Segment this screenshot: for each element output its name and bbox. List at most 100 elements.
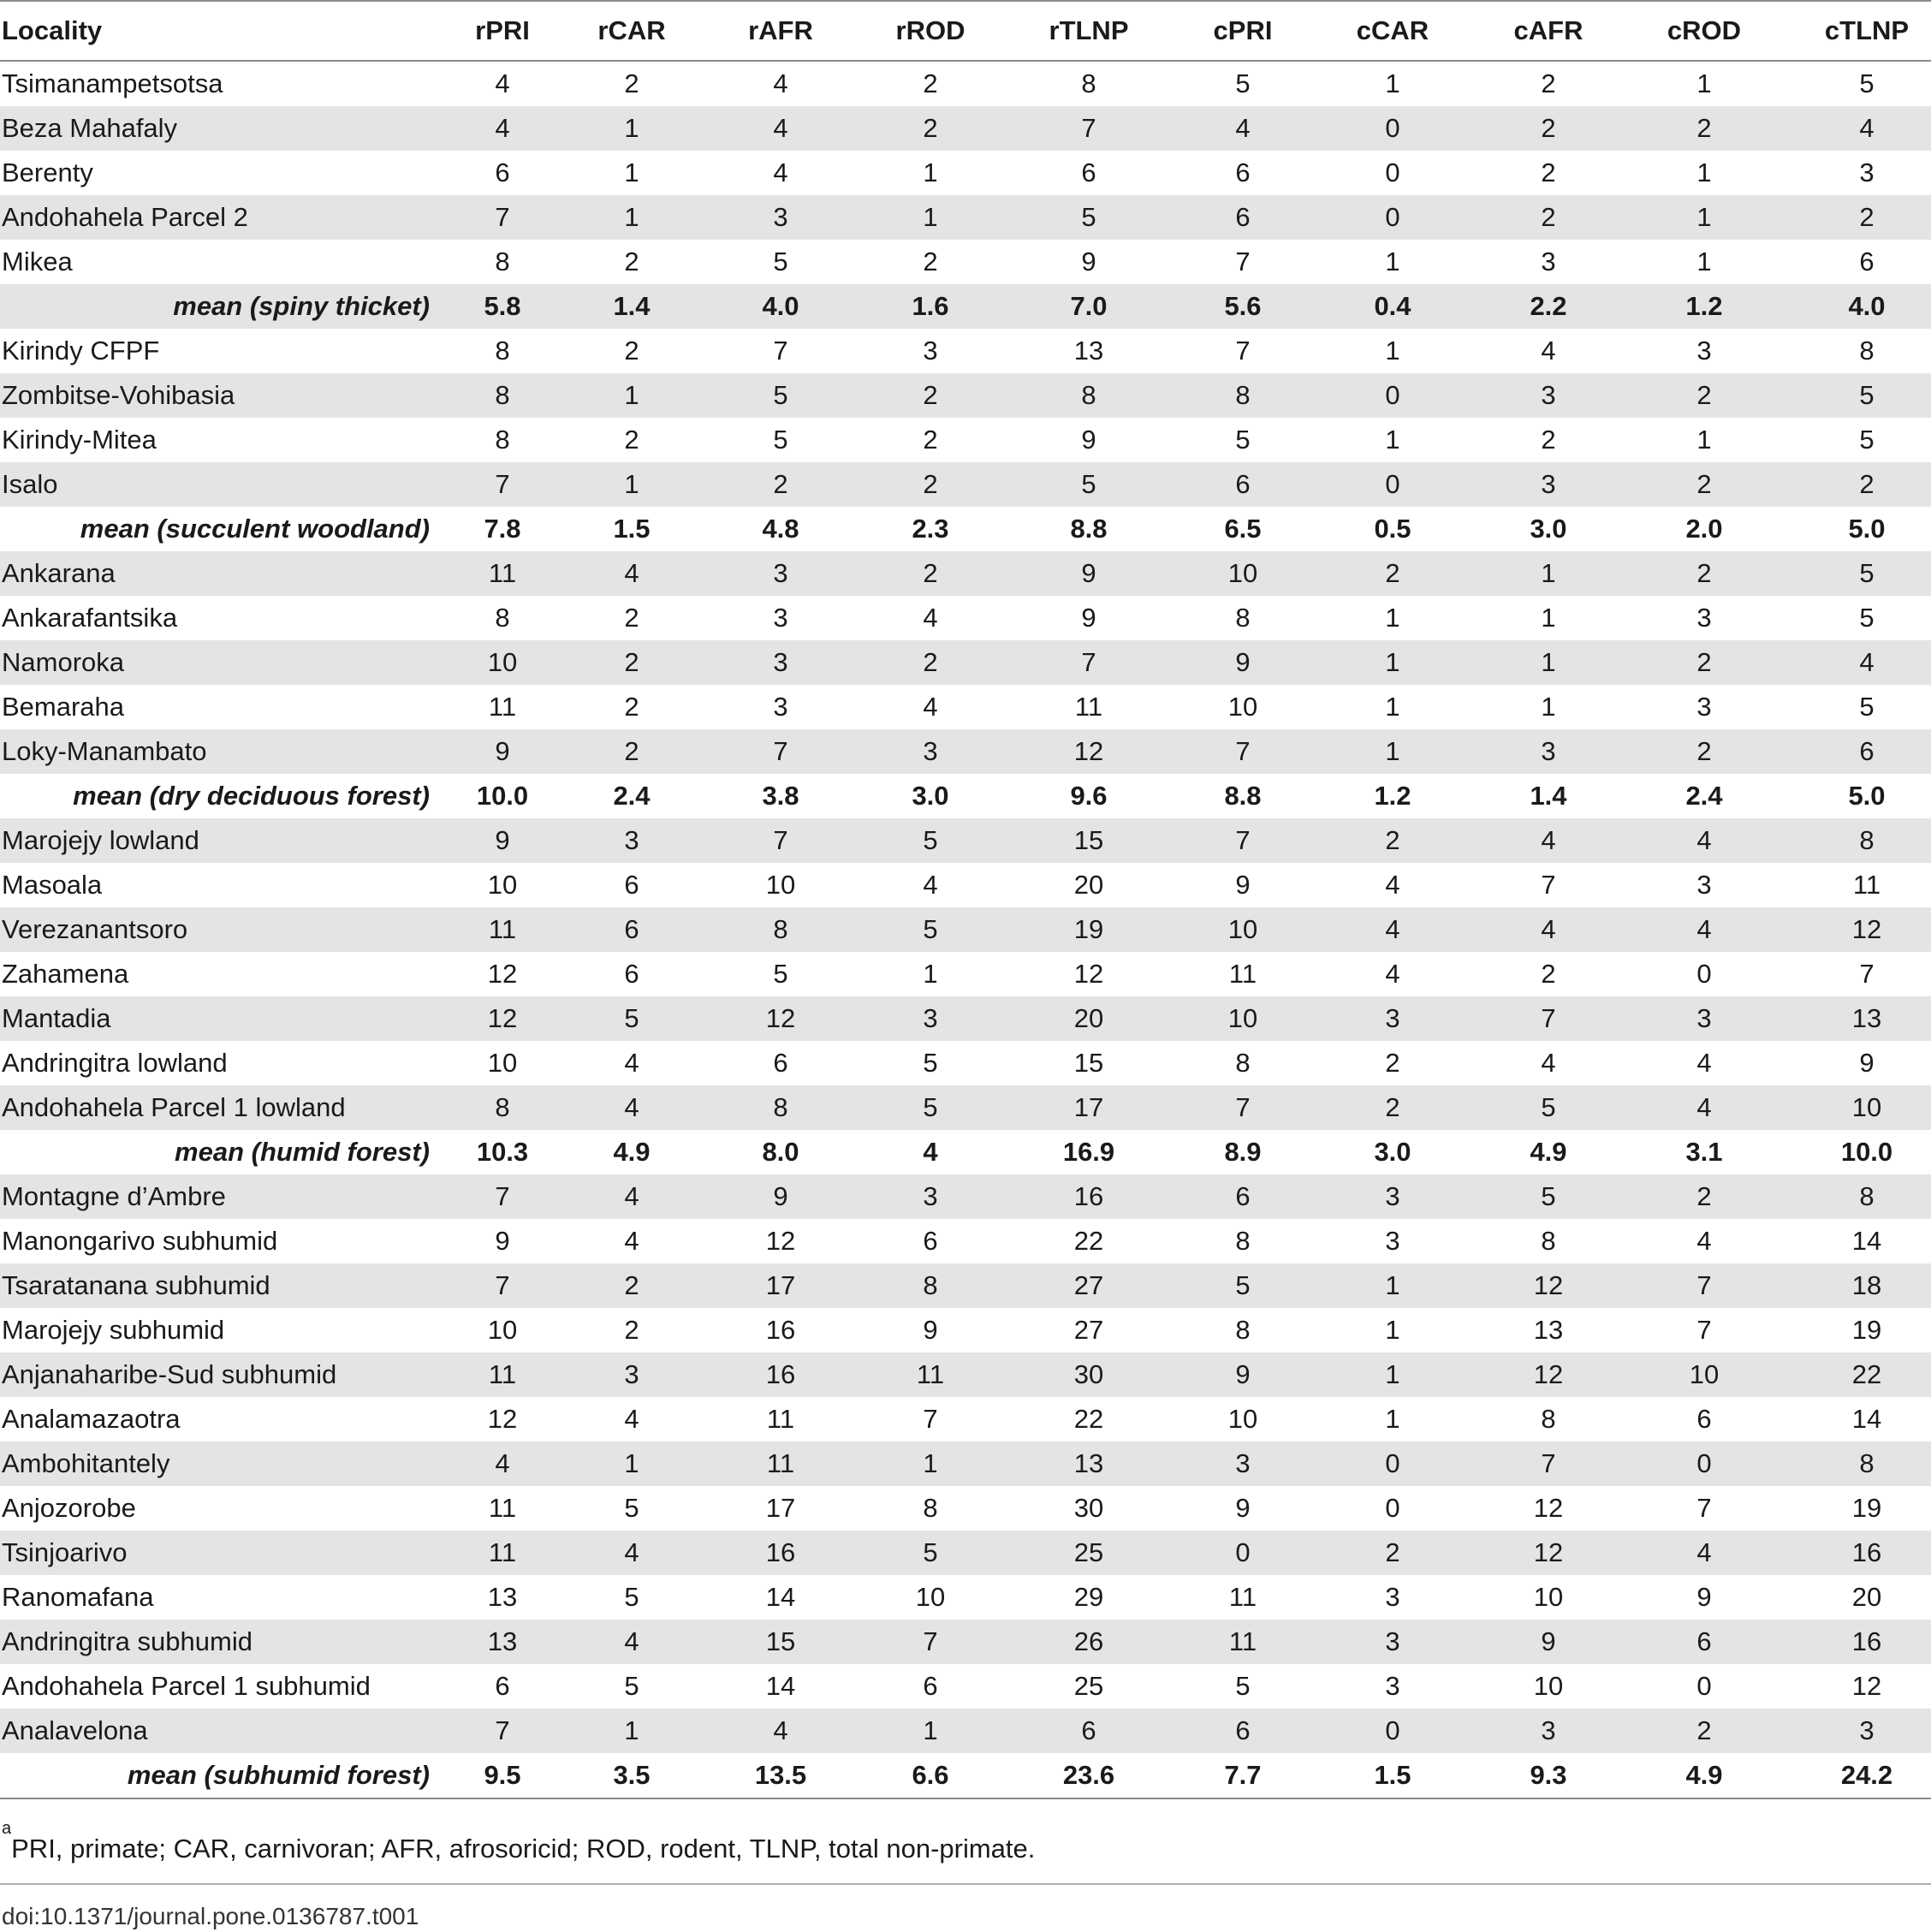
value-cell: 4: [923, 603, 938, 633]
value-cell: 12: [487, 1003, 518, 1033]
locality-cell: Beza Mahafaly: [2, 113, 178, 143]
locality-cell: Andohahela Parcel 1 lowland: [2, 1092, 346, 1122]
value-cell: 11: [488, 692, 517, 722]
value-cell: 2: [1541, 959, 1556, 989]
value-cell: 3: [1385, 1626, 1400, 1656]
value-cell: 3: [923, 1181, 938, 1211]
value-cell: 11: [766, 1448, 795, 1478]
value-cell: 1: [1541, 692, 1556, 722]
value-cell: 2: [624, 736, 639, 766]
table-row: Isalo 7 1 2 2 5 6 0 3 2 2: [0, 462, 1931, 507]
table-row: Anjanaharibe-Sud subhumid 11 3 16 11 30 9 1 12 10…: [0, 1352, 1931, 1397]
table-row: Anjozorobe 11 5 17 8 30 9 0 12 7 19: [0, 1486, 1931, 1531]
value-cell: 5.0: [1848, 514, 1886, 544]
value-cell: 4: [1696, 1092, 1712, 1122]
value-cell: 5: [923, 1048, 938, 1078]
value-cell: 8.0: [762, 1137, 799, 1167]
value-cell: 24.2: [1840, 1760, 1893, 1790]
value-cell: 3.0: [1374, 1137, 1411, 1167]
value-cell: 3: [1696, 692, 1712, 722]
value-cell: 8: [1859, 1448, 1875, 1478]
value-cell: 30: [1073, 1493, 1104, 1523]
mean-row: mean (dry deciduous forest) 10.0 2.4 3.8 3.0…: [0, 774, 1931, 818]
value-cell: 3: [1696, 1003, 1712, 1033]
value-cell: 5: [624, 1671, 639, 1701]
value-cell: 3: [923, 1003, 938, 1033]
value-cell: 0: [1696, 1448, 1712, 1478]
value-cell: 10: [1227, 914, 1258, 944]
value-cell: 8: [495, 603, 510, 633]
value-cell: 16.9: [1062, 1137, 1115, 1167]
value-cell: 3.0: [1530, 514, 1567, 544]
locality-cell: Tsaratanana subhumid: [2, 1270, 270, 1300]
value-cell: 1: [1385, 736, 1400, 766]
value-cell: 7: [773, 825, 788, 855]
value-cell: 19: [1073, 914, 1104, 944]
value-cell: 19: [1851, 1493, 1882, 1523]
value-cell: 2: [1696, 380, 1712, 410]
value-cell: 4.9: [613, 1137, 651, 1167]
value-cell: 2: [1541, 425, 1556, 455]
value-cell: 1: [1385, 425, 1400, 455]
value-cell: 1: [624, 469, 639, 499]
value-cell: 2: [1385, 1092, 1400, 1122]
value-cell: 7: [1541, 1003, 1556, 1033]
value-cell: 0: [1235, 1537, 1251, 1567]
value-cell: 10: [1227, 692, 1258, 722]
value-cell: 2: [1541, 113, 1556, 143]
value-cell: 4: [1696, 1048, 1712, 1078]
locality-cell: Anjanaharibe-Sud subhumid: [2, 1359, 337, 1389]
value-cell: 4: [1696, 914, 1712, 944]
value-cell: 4: [624, 558, 639, 588]
value-cell: 2: [923, 68, 938, 98]
value-cell: 3: [1859, 158, 1875, 187]
value-cell: 5: [773, 247, 788, 276]
table-row: Andringitra subhumid 13 4 15 7 26 11 3 9 6 16: [0, 1620, 1931, 1664]
column-header-cpri: cPRI: [1213, 15, 1273, 45]
locality-cell: Mikea: [2, 247, 73, 276]
value-cell: 2.4: [1685, 781, 1723, 811]
column-header-ctlnp: cTLNP: [1824, 15, 1910, 45]
value-cell: 4: [1696, 825, 1712, 855]
value-cell: 4: [1385, 870, 1400, 900]
value-cell: 14: [765, 1671, 796, 1701]
value-cell: 8: [1081, 68, 1096, 98]
value-cell: 7: [1541, 870, 1556, 900]
value-cell: 0.4: [1374, 291, 1411, 321]
value-cell: 7: [1235, 247, 1251, 276]
value-cell: 0: [1696, 959, 1712, 989]
value-cell: 20: [1073, 1003, 1104, 1033]
value-cell: 8: [1235, 1315, 1251, 1345]
value-cell: 0: [1385, 469, 1400, 499]
table-row: Marojejy lowland 9 3 7 5 15 7 2 4 4 8: [0, 818, 1931, 863]
value-cell: 30: [1073, 1359, 1104, 1389]
value-cell: 8: [1235, 1226, 1251, 1256]
value-cell: 10: [1689, 1359, 1720, 1389]
value-cell: 22: [1851, 1359, 1882, 1389]
value-cell: 11: [1228, 1626, 1257, 1656]
value-cell: 5: [923, 1092, 938, 1122]
value-cell: 8: [1235, 1048, 1251, 1078]
value-cell: 8: [495, 380, 510, 410]
column-header-rtlnp: rTLNP: [1049, 15, 1129, 45]
value-cell: 1.4: [613, 291, 651, 321]
value-cell: 5: [624, 1003, 639, 1033]
value-cell: 8: [1859, 336, 1875, 366]
value-cell: 12: [1073, 736, 1104, 766]
value-cell: 6.6: [912, 1760, 949, 1790]
value-cell: 4: [773, 113, 788, 143]
value-cell: 1: [624, 158, 639, 187]
value-cell: 2: [923, 113, 938, 143]
table-row: Masoala 10 6 10 4 20 9 4 7 3 11: [0, 863, 1931, 907]
value-cell: 3: [1385, 1226, 1400, 1256]
value-cell: 1: [923, 158, 938, 187]
value-cell: 10: [487, 1048, 518, 1078]
value-cell: 7: [1541, 1448, 1556, 1478]
table-row: Kirindy-Mitea 8 2 5 2 9 5 1 2 1 5: [0, 418, 1931, 462]
value-cell: 15: [1073, 1048, 1104, 1078]
value-cell: 5: [1235, 1270, 1251, 1300]
value-cell: 1: [1696, 68, 1712, 98]
table-row: Marojejy subhumid 10 2 16 9 27 8 1 13 7 19: [0, 1308, 1931, 1352]
locality-cell: Berenty: [2, 158, 93, 187]
locality-cell: Anjozorobe: [2, 1493, 136, 1523]
